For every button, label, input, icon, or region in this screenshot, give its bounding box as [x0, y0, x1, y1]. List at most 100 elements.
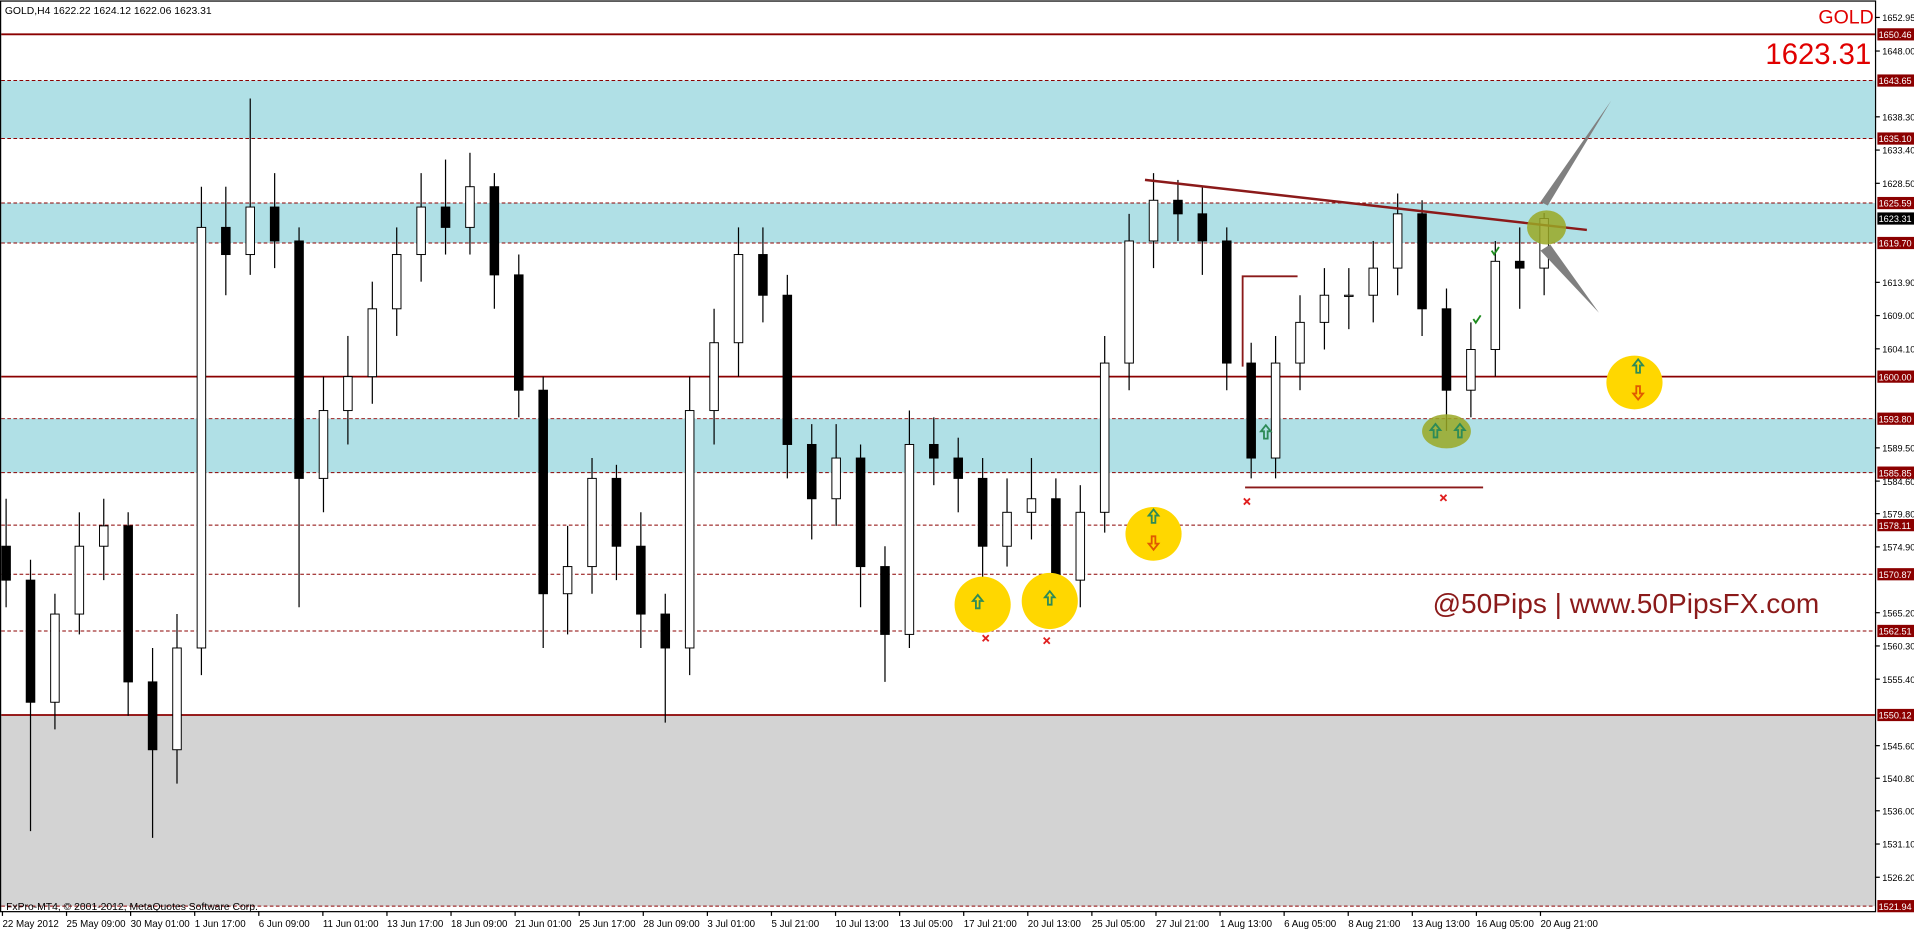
y-tick-label: 1633.40	[1882, 146, 1914, 156]
y-tick-label: 1545.60	[1882, 741, 1914, 751]
y-tick-label: 1531.10	[1882, 840, 1914, 850]
candle-body	[74, 545, 85, 615]
y-tick-label: 1565.20	[1882, 608, 1914, 618]
level-label: 1625.59	[1879, 199, 1912, 209]
level-label-box	[1877, 708, 1914, 722]
price-box-label: 1623.31	[1879, 214, 1912, 224]
candle-body	[1, 545, 11, 581]
x-tick-label: 17 Jul 21:00	[964, 919, 1018, 930]
candle-body	[733, 254, 744, 344]
plot-frame	[0, 0, 1877, 913]
candle-body	[25, 579, 36, 703]
x-tick-label: 21 Jun 01:00	[515, 919, 572, 930]
y-tick-label: 1579.80	[1882, 509, 1914, 519]
candle-body	[684, 410, 695, 649]
y-tick-label: 1613.90	[1882, 278, 1914, 288]
candle-body	[1026, 498, 1037, 513]
x-tick-label: 3 Jul 01:00	[707, 919, 755, 930]
level-label: 1635.10	[1879, 134, 1912, 144]
y-tick-label: 1628.50	[1882, 179, 1914, 189]
y-tick-label: 1604.10	[1882, 344, 1914, 354]
candles	[1, 98, 1549, 838]
x-tick-label: 16 Aug 05:00	[1476, 919, 1534, 930]
footer: FxPro-MT4, © 2001-2012, MetaQuotes Softw…	[6, 902, 258, 913]
candle-body	[1270, 362, 1281, 459]
highlight-circle	[954, 576, 1011, 633]
y-tick-label: 1609.00	[1882, 311, 1914, 321]
signal-arrows	[970, 357, 1645, 610]
x-tick-label: 1 Jun 17:00	[195, 919, 247, 930]
candle-body	[196, 226, 207, 649]
x-tick-label: 11 Jun 01:00	[323, 919, 379, 930]
candle-body	[1173, 199, 1183, 215]
x-axis: 22 May 2012 25 May 09:00 30 May 01:00 1 Jun…	[1, 911, 1599, 930]
level-label-box	[1877, 236, 1914, 250]
x-tick-label: 25 Jun 17:00	[579, 919, 636, 930]
candle-body	[147, 681, 158, 751]
candle-body	[1392, 213, 1403, 269]
check	[1490, 246, 1500, 256]
candle-body	[1148, 199, 1159, 242]
candle-body	[440, 206, 451, 228]
candle-body	[1002, 511, 1012, 547]
level-label: 1600.00	[1879, 372, 1912, 382]
candle-body	[831, 457, 841, 500]
cross-marks	[981, 494, 1448, 645]
lower-zone	[1, 715, 1875, 907]
level-label: 1643.65	[1879, 76, 1912, 86]
candle-body	[1222, 240, 1232, 364]
y-tick-label: 1560.30	[1882, 642, 1914, 652]
candle-body	[318, 410, 329, 479]
x-tick-label: 13 Jun 17:00	[387, 919, 444, 930]
candle-body	[50, 613, 60, 703]
x-tick-label: 5 Jul 21:00	[771, 919, 819, 930]
x-tick-label: 18 Jun 09:00	[451, 919, 508, 930]
y-tick-label: 1555.40	[1882, 675, 1914, 685]
candle-body	[611, 477, 622, 547]
candle-body	[1099, 362, 1110, 513]
candle-body	[294, 240, 304, 479]
candle-body	[1246, 362, 1256, 459]
candle-body	[660, 613, 671, 649]
candle-body	[953, 457, 963, 479]
candle-body	[758, 254, 768, 296]
candle-body	[782, 294, 793, 445]
projection-arrow-down	[1540, 244, 1600, 313]
candle-body	[416, 206, 426, 256]
candle-body	[1075, 511, 1086, 581]
y-tick-label: 1536.00	[1882, 806, 1914, 816]
x-tick-label: 27 Jul 21:00	[1156, 919, 1210, 930]
up-arrow	[1146, 507, 1161, 524]
level-label: 1578.11	[1879, 521, 1911, 531]
candle-body	[245, 206, 255, 256]
candle-body	[1417, 213, 1427, 310]
candle-body	[1368, 267, 1379, 296]
x-tick-label: 13 Aug 13:00	[1412, 919, 1470, 930]
candle-body	[489, 186, 500, 276]
levels	[1, 33, 1875, 907]
level-label-box	[1877, 624, 1914, 638]
zone	[1, 80, 1875, 139]
x-tick-label: 30 May 01:00	[131, 919, 191, 930]
y-tick-label: 1589.50	[1882, 444, 1914, 454]
level-label-box	[1877, 568, 1914, 581]
level-label: 1521.94	[1879, 902, 1912, 912]
y-tick-label: 1574.90	[1882, 543, 1914, 553]
level-label-box	[1877, 412, 1914, 425]
candle-body	[709, 342, 719, 412]
x-tick-label: 6 Jun 09:00	[259, 919, 311, 930]
up-arrow	[1453, 422, 1467, 439]
cross	[981, 634, 990, 642]
level-label-box	[1877, 196, 1914, 210]
level-label-box	[1877, 28, 1914, 41]
x-tick-label: 6 Aug 05:00	[1284, 919, 1337, 930]
candle-body	[1344, 294, 1354, 297]
candle-body	[269, 206, 280, 242]
candle-body	[98, 525, 109, 547]
highlight-circle	[1422, 414, 1471, 449]
highlight-circle	[1606, 355, 1663, 410]
y-tick-label: 1652.95	[1882, 13, 1914, 23]
y-tick-label: 1638.30	[1882, 112, 1914, 122]
